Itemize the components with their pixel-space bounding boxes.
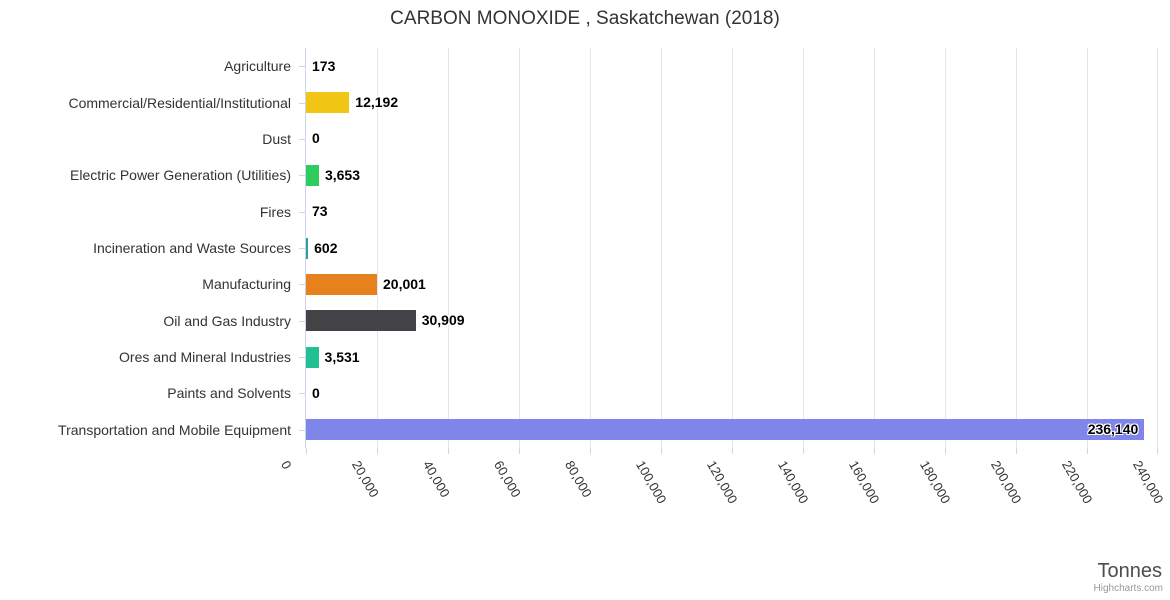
x-axis-label: 240,000 xyxy=(1130,458,1167,507)
x-axis-tick xyxy=(874,448,875,454)
gridline xyxy=(803,48,804,448)
gridline xyxy=(874,48,875,448)
value-label: 0 xyxy=(312,130,320,146)
category-label: Dust xyxy=(262,130,291,147)
gridline xyxy=(732,48,733,448)
y-axis-tick xyxy=(299,321,305,322)
category-label: Commercial/Residential/Institutional xyxy=(68,94,291,111)
category-label: Agriculture xyxy=(224,58,291,75)
value-label: 20,001 xyxy=(383,276,426,292)
value-label: 73 xyxy=(312,203,328,219)
x-axis-tick xyxy=(448,448,449,454)
x-axis-tick xyxy=(377,448,378,454)
y-axis-tick xyxy=(299,66,305,67)
gridline xyxy=(1157,48,1158,448)
x-axis-label: 220,000 xyxy=(1059,458,1096,507)
x-axis-label: 20,000 xyxy=(349,458,382,500)
gridline xyxy=(1087,48,1088,448)
bar[interactable] xyxy=(306,347,319,368)
x-axis-label: 80,000 xyxy=(562,458,595,500)
highcharts-credits-link[interactable]: Highcharts.com xyxy=(1093,583,1163,594)
value-label: 30,909 xyxy=(421,312,465,328)
x-axis-tick xyxy=(803,448,804,454)
gridline xyxy=(377,48,378,448)
x-axis-tick xyxy=(590,448,591,454)
x-axis-label: 180,000 xyxy=(917,458,954,507)
category-label: Oil and Gas Industry xyxy=(163,312,291,329)
bar[interactable] xyxy=(306,310,416,331)
x-axis-tick xyxy=(519,448,520,454)
x-axis-tick xyxy=(661,448,662,454)
y-axis-tick xyxy=(299,139,305,140)
x-axis-tick xyxy=(945,448,946,454)
gridline xyxy=(661,48,662,448)
x-axis-tick xyxy=(1016,448,1017,454)
category-label: Paints and Solvents xyxy=(167,385,291,402)
x-axis-labels: 0 20,000 40,000 60,000 80,000 100,000 120,000 1… xyxy=(278,454,1166,544)
x-axis-label: 40,000 xyxy=(420,458,453,500)
category-label: Fires xyxy=(259,203,291,220)
bar[interactable] xyxy=(306,92,350,113)
y-axis-tick xyxy=(299,212,305,213)
x-axis-label: 160,000 xyxy=(846,458,883,507)
y-axis-tick xyxy=(299,103,305,104)
value-label: 3,653 xyxy=(324,167,360,183)
bar[interactable] xyxy=(306,274,377,295)
x-axis-tick xyxy=(1087,448,1088,454)
category-label: Ores and Mineral Industries xyxy=(119,349,291,366)
value-label: 602 xyxy=(314,240,338,256)
gridline xyxy=(1016,48,1017,448)
y-axis-tick xyxy=(299,284,305,285)
x-axis-label: 0 xyxy=(278,458,295,472)
bar[interactable] xyxy=(306,238,309,259)
y-axis-tick xyxy=(299,430,305,431)
y-axis-tick xyxy=(299,248,305,249)
x-axis-label: 140,000 xyxy=(775,458,812,507)
y-axis-categories: Agriculture Commercial/Residential/Instit… xyxy=(0,48,291,448)
x-axis-tick xyxy=(306,448,307,454)
x-axis-label: 120,000 xyxy=(704,458,741,507)
value-label: 3,531 xyxy=(324,349,360,365)
value-label: 0 xyxy=(312,385,320,401)
x-axis-tick xyxy=(1157,448,1158,454)
value-label: 12,192 xyxy=(355,94,399,110)
bar[interactable] xyxy=(306,419,1145,440)
y-axis-tick xyxy=(299,357,305,358)
x-axis-label: 100,000 xyxy=(633,458,670,507)
category-label: Electric Power Generation (Utilities) xyxy=(70,167,291,184)
axis-unit-label: Tonnes xyxy=(1097,560,1163,582)
category-label: Transportation and Mobile Equipment xyxy=(58,421,291,438)
value-label: 236,140 xyxy=(1087,421,1139,437)
category-label: Incineration and Waste Sources xyxy=(93,239,291,256)
chart-title: CARBON MONOXIDE , Saskatchewan (2018) xyxy=(390,8,780,29)
y-axis-tick xyxy=(299,393,305,394)
y-axis-tick xyxy=(299,175,305,176)
bar[interactable] xyxy=(306,165,319,186)
category-label: Manufacturing xyxy=(202,276,291,293)
gridline xyxy=(448,48,449,448)
plot-area: 173 12,192 0 3,653 73 602 20,001 30,909 3,531 0 23… xyxy=(299,48,1158,454)
x-axis-tick xyxy=(732,448,733,454)
x-axis-label: 200,000 xyxy=(988,458,1025,507)
gridline xyxy=(590,48,591,448)
gridline xyxy=(519,48,520,448)
x-axis-label: 60,000 xyxy=(491,458,524,500)
gridline xyxy=(945,48,946,448)
value-label: 173 xyxy=(312,58,336,74)
